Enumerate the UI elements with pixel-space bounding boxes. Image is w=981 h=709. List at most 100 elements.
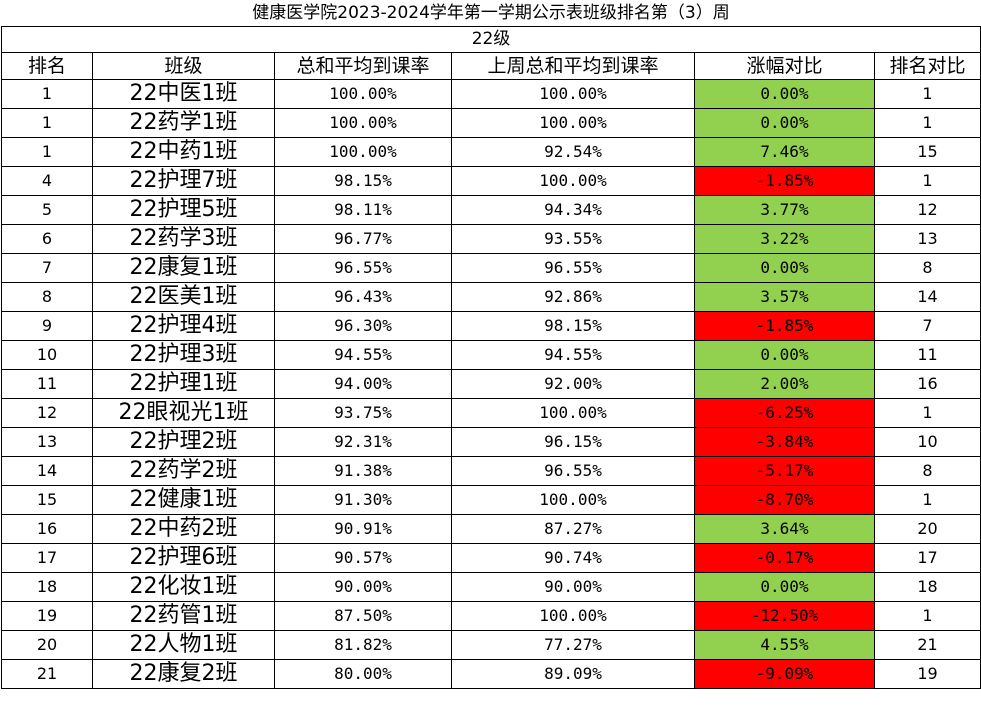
rate-cell: 87.50% — [274, 601, 452, 631]
class-cell: 22护理7班 — [92, 166, 275, 196]
rank-cell: 16 — [1, 514, 93, 544]
rate-cell: 81.82% — [274, 630, 452, 660]
class-cell: 22药管1班 — [92, 601, 275, 631]
prev-rank-cell: 1 — [873, 166, 981, 196]
change-cell: -5.17% — [694, 456, 875, 486]
class-cell: 22护理2班 — [92, 427, 275, 457]
table-row: 10 22护理3班 94.55% 94.55% 0.00% 11 — [1, 340, 981, 370]
last-rate-cell: 100.00% — [451, 485, 695, 515]
change-cell: 0.00% — [694, 572, 875, 602]
prev-rank-cell: 1 — [873, 601, 981, 631]
last-rate-cell: 94.55% — [451, 340, 695, 370]
rate-cell: 98.15% — [274, 166, 452, 196]
rate-cell: 91.38% — [274, 456, 452, 486]
prev-rank-cell: 18 — [873, 572, 981, 602]
prev-rank-cell: 1 — [873, 398, 981, 428]
rank-cell: 14 — [1, 456, 93, 486]
rate-cell: 100.00% — [274, 137, 452, 167]
prev-rank-cell: 13 — [873, 224, 981, 254]
last-rate-cell: 94.34% — [451, 195, 695, 225]
table-row: 18 22化妆1班 90.00% 90.00% 0.00% 18 — [1, 572, 981, 602]
class-cell: 22康复1班 — [92, 253, 275, 283]
rate-cell: 91.30% — [274, 485, 452, 515]
class-cell: 22医美1班 — [92, 282, 275, 312]
table-row: 19 22药管1班 87.50% 100.00% -12.50% 1 — [1, 601, 981, 631]
table-row: 12 22眼视光1班 93.75% 100.00% -6.25% 1 — [1, 398, 981, 428]
rank-cell: 9 — [1, 311, 93, 341]
rate-cell: 90.91% — [274, 514, 452, 544]
table-title: 健康医学院2023-2024学年第一学期公示表班级排名第（3）周 — [1, 0, 981, 27]
prev-rank-cell: 21 — [873, 630, 981, 660]
change-cell: 0.00% — [694, 253, 875, 283]
title-row: 健康医学院2023-2024学年第一学期公示表班级排名第（3）周 — [1, 0, 981, 27]
table-row: 13 22护理2班 92.31% 96.15% -3.84% 10 — [1, 427, 981, 457]
rank-cell: 13 — [1, 427, 93, 457]
rate-cell: 80.00% — [274, 659, 452, 689]
class-cell: 22护理6班 — [92, 543, 275, 573]
class-cell: 22护理4班 — [92, 311, 275, 341]
header-row: 排名 班级 总和平均到课率 上周总和平均到课率 涨幅对比 排名对比 — [1, 52, 981, 80]
table-row: 20 22人物1班 81.82% 77.27% 4.55% 21 — [1, 630, 981, 660]
rank-cell: 4 — [1, 166, 93, 196]
table-row: 16 22中药2班 90.91% 87.27% 3.64% 20 — [1, 514, 981, 544]
class-cell: 22中医1班 — [92, 79, 275, 109]
header-last-rate: 上周总和平均到课率 — [451, 52, 695, 80]
last-rate-cell: 100.00% — [451, 601, 695, 631]
prev-rank-cell: 16 — [873, 369, 981, 399]
table-row: 14 22药学2班 91.38% 96.55% -5.17% 8 — [1, 456, 981, 486]
prev-rank-cell: 15 — [873, 137, 981, 167]
rate-cell: 90.00% — [274, 572, 452, 602]
rate-cell: 96.77% — [274, 224, 452, 254]
table-row: 11 22护理1班 94.00% 92.00% 2.00% 16 — [1, 369, 981, 399]
header-rank: 排名 — [1, 52, 93, 80]
prev-rank-cell: 8 — [873, 456, 981, 486]
grade-label: 22级 — [0, 26, 981, 53]
change-cell: 3.77% — [694, 195, 875, 225]
class-cell: 22护理1班 — [92, 369, 275, 399]
last-rate-cell: 100.00% — [451, 79, 695, 109]
rate-cell: 96.55% — [274, 253, 452, 283]
prev-rank-cell: 10 — [873, 427, 981, 457]
last-rate-cell: 100.00% — [451, 398, 695, 428]
change-cell: 2.00% — [694, 369, 875, 399]
rank-cell: 1 — [1, 79, 93, 109]
prev-rank-cell: 1 — [873, 79, 981, 109]
class-cell: 22中药1班 — [92, 137, 275, 167]
rank-cell: 7 — [1, 253, 93, 283]
prev-rank-cell: 17 — [873, 543, 981, 573]
change-cell: 3.22% — [694, 224, 875, 254]
last-rate-cell: 98.15% — [451, 311, 695, 341]
rank-cell: 10 — [1, 340, 93, 370]
class-cell: 22护理3班 — [92, 340, 275, 370]
last-rate-cell: 90.74% — [451, 543, 695, 573]
class-cell: 22眼视光1班 — [92, 398, 275, 428]
prev-rank-cell: 14 — [873, 282, 981, 312]
table-row: 5 22护理5班 98.11% 94.34% 3.77% 12 — [1, 195, 981, 225]
rank-cell: 1 — [1, 108, 93, 138]
header-class: 班级 — [92, 52, 275, 80]
rate-cell: 94.00% — [274, 369, 452, 399]
change-cell: -9.09% — [694, 659, 875, 689]
table-row: 6 22药学3班 96.77% 93.55% 3.22% 13 — [1, 224, 981, 254]
last-rate-cell: 92.00% — [451, 369, 695, 399]
table-row: 8 22医美1班 96.43% 92.86% 3.57% 14 — [1, 282, 981, 312]
change-cell: 3.64% — [694, 514, 875, 544]
table-row: 9 22护理4班 96.30% 98.15% -1.85% 7 — [1, 311, 981, 341]
table-row: 7 22康复1班 96.55% 96.55% 0.00% 8 — [1, 253, 981, 283]
rank-cell: 21 — [1, 659, 93, 689]
header-change: 涨幅对比 — [694, 52, 875, 80]
grade-row: 22级 — [0, 26, 981, 53]
prev-rank-cell: 11 — [873, 340, 981, 370]
rank-cell: 12 — [1, 398, 93, 428]
ranking-table: 健康医学院2023-2024学年第一学期公示表班级排名第（3）周 22级 排名 … — [0, 0, 981, 689]
class-cell: 22中药2班 — [92, 514, 275, 544]
last-rate-cell: 96.55% — [451, 456, 695, 486]
rank-cell: 11 — [1, 369, 93, 399]
table-row: 21 22康复2班 80.00% 89.09% -9.09% 19 — [1, 659, 981, 689]
last-rate-cell: 90.00% — [451, 572, 695, 602]
change-cell: -6.25% — [694, 398, 875, 428]
class-cell: 22健康1班 — [92, 485, 275, 515]
change-cell: 0.00% — [694, 108, 875, 138]
change-cell: 4.55% — [694, 630, 875, 660]
rate-cell: 100.00% — [274, 108, 452, 138]
